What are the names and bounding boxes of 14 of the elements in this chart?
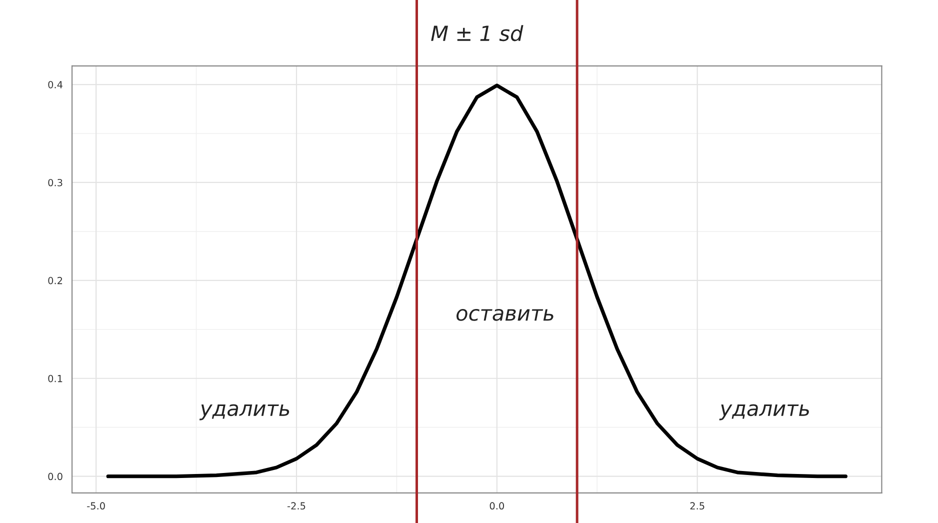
y-tick-label: 0.1 xyxy=(48,374,62,382)
line-series xyxy=(106,84,848,478)
x-tick-label: 0.0 xyxy=(490,502,504,510)
chart-title: M ± 1 sd xyxy=(431,25,524,42)
x-tick-label: -2.5 xyxy=(287,502,306,510)
y-tick-label: 0.0 xyxy=(48,472,62,480)
y-tick-label: 0.2 xyxy=(48,276,62,284)
annotation: оставить xyxy=(456,308,554,321)
x-tick-label: -5.0 xyxy=(87,502,105,510)
y-tick-label: 0.3 xyxy=(48,178,62,186)
annotation: удалить xyxy=(199,404,290,420)
y-tick-label: 0.4 xyxy=(48,80,62,88)
x-tick-label: 2.5 xyxy=(690,502,704,510)
annotation: удалить xyxy=(719,404,809,420)
